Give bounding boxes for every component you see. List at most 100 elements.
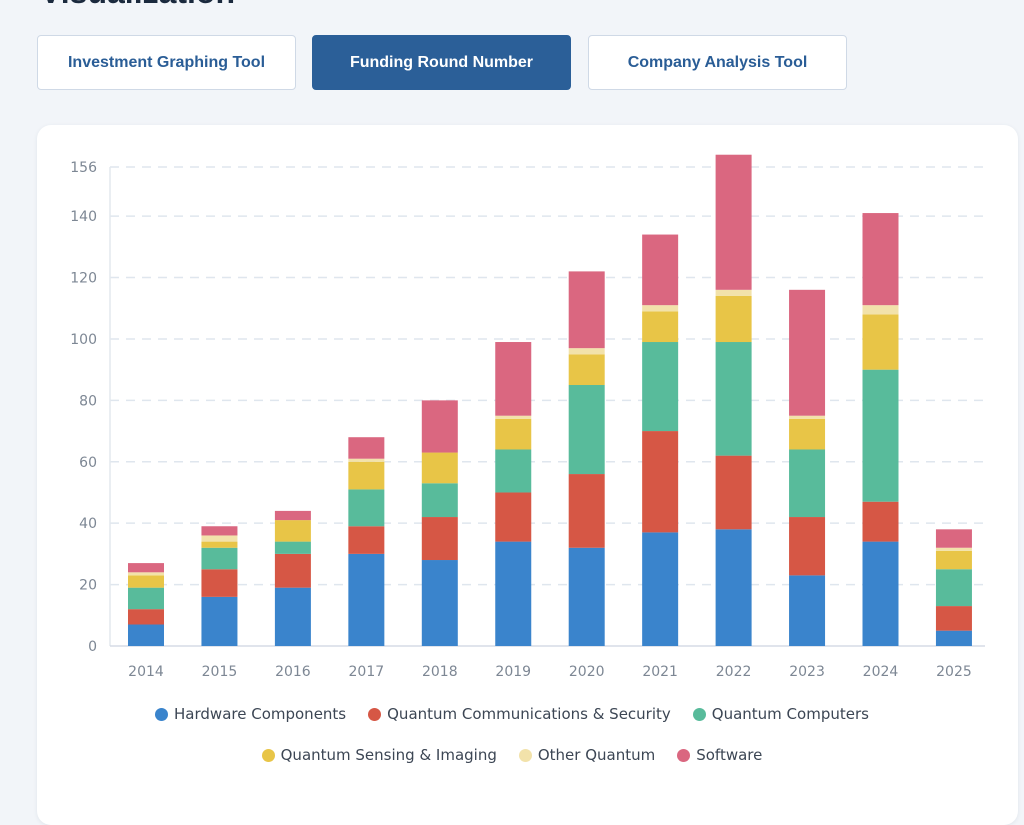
- bar-segment[interactable]: [935, 547, 972, 551]
- bar-segment[interactable]: [862, 213, 899, 306]
- bar-segment[interactable]: [568, 385, 605, 475]
- bar-segment[interactable]: [495, 418, 532, 450]
- bar-segment[interactable]: [201, 547, 238, 570]
- bar-segment[interactable]: [935, 529, 972, 548]
- bar-segment[interactable]: [568, 474, 605, 548]
- bar-segment[interactable]: [642, 532, 679, 646]
- bar-segment[interactable]: [715, 455, 752, 530]
- legend-item-hardware-components[interactable]: Hardware Components: [155, 705, 346, 723]
- bar-segment[interactable]: [348, 437, 385, 459]
- bar-segment[interactable]: [862, 541, 899, 646]
- bar-segment[interactable]: [789, 418, 826, 450]
- legend-item-quantum-communications[interactable]: Quantum Communications & Security: [368, 705, 671, 723]
- bar-segment[interactable]: [348, 461, 385, 490]
- bar-segment[interactable]: [642, 431, 679, 533]
- page-title: Visualization: [40, 0, 235, 11]
- bar-segment[interactable]: [201, 541, 238, 548]
- bar-segment[interactable]: [568, 348, 605, 355]
- y-tick-label: 120: [70, 271, 97, 287]
- bar-segment[interactable]: [862, 314, 899, 370]
- bar-segment[interactable]: [642, 311, 679, 343]
- bar-segment[interactable]: [715, 342, 752, 456]
- legend-item-other-quantum[interactable]: Other Quantum: [518, 746, 656, 764]
- legend-row-2: Quantum Sensing & Imaging Other Quantum …: [0, 746, 1024, 764]
- legend-label: Hardware Components: [174, 705, 347, 723]
- bar-segment[interactable]: [348, 526, 385, 554]
- bar-segment[interactable]: [201, 535, 238, 542]
- bar-segment[interactable]: [348, 458, 385, 462]
- y-tick-label: 0: [88, 639, 97, 655]
- legend-swatch: [261, 748, 275, 762]
- y-tick-label: 100: [70, 332, 97, 348]
- bar-segment[interactable]: [789, 289, 826, 416]
- bar-segment[interactable]: [201, 569, 238, 597]
- legend-label: Quantum Sensing & Imaging: [280, 746, 497, 764]
- bar-segment[interactable]: [715, 154, 752, 290]
- legend-item-software[interactable]: Software: [677, 746, 762, 764]
- bar-segment[interactable]: [421, 560, 458, 646]
- x-tick-label: 2020: [569, 664, 605, 680]
- x-tick-label: 2025: [936, 664, 972, 680]
- bar-segment[interactable]: [421, 517, 458, 561]
- bar-segment[interactable]: [935, 630, 972, 646]
- bar-segment[interactable]: [642, 342, 679, 432]
- legend-swatch: [518, 748, 532, 762]
- bar-segment[interactable]: [128, 624, 164, 646]
- bar-segment[interactable]: [568, 547, 605, 646]
- bar-segment[interactable]: [862, 501, 899, 542]
- bar-segment[interactable]: [274, 541, 311, 554]
- bar-segment[interactable]: [715, 295, 752, 343]
- x-tick-label: 2024: [863, 664, 899, 680]
- bar-segment[interactable]: [274, 587, 311, 646]
- bar-segment[interactable]: [642, 305, 679, 312]
- x-tick-label: 2015: [202, 664, 238, 680]
- tab-company-analysis-tool[interactable]: Company Analysis Tool: [588, 35, 847, 90]
- bar-segment[interactable]: [201, 526, 238, 536]
- x-tick-label: 2019: [495, 664, 531, 680]
- bar-segment[interactable]: [128, 563, 164, 573]
- bar-segment[interactable]: [421, 452, 458, 484]
- bar-segment[interactable]: [568, 271, 605, 349]
- bar-segment[interactable]: [421, 483, 458, 518]
- bar-segment[interactable]: [495, 541, 532, 646]
- bar-segment[interactable]: [274, 520, 311, 542]
- legend-item-quantum-computers[interactable]: Quantum Computers: [692, 705, 869, 723]
- bar-segment[interactable]: [495, 415, 532, 419]
- bar-segment[interactable]: [495, 492, 532, 542]
- bar-segment[interactable]: [201, 596, 238, 646]
- bar-segment[interactable]: [128, 575, 164, 588]
- bar-segment[interactable]: [789, 449, 826, 518]
- bar-segment[interactable]: [935, 569, 972, 607]
- bar-segment[interactable]: [935, 550, 972, 570]
- bar-segment[interactable]: [348, 489, 385, 527]
- bar-segment[interactable]: [274, 510, 311, 521]
- bar-segment[interactable]: [128, 572, 164, 576]
- tab-funding-round-number[interactable]: Funding Round Number: [312, 35, 571, 90]
- stacked-bar-chart: 0 20 40 60 80 100 120 140 156 2014 2015 2016 2017 201…: [70, 154, 985, 680]
- tab-investment-graphing-tool[interactable]: Investment Graphing Tool: [37, 35, 296, 90]
- x-tick-label: 2018: [422, 664, 458, 680]
- bar-segment[interactable]: [715, 289, 752, 296]
- bar-segment[interactable]: [862, 305, 899, 315]
- legend-item-quantum-sensing[interactable]: Quantum Sensing & Imaging: [261, 746, 497, 764]
- y-tick-label: 140: [70, 209, 97, 225]
- y-tick-label: 60: [79, 455, 97, 471]
- bar-segment[interactable]: [274, 553, 311, 588]
- bar-segment[interactable]: [568, 354, 605, 386]
- y-tick-label: 20: [79, 578, 97, 594]
- bar-segment[interactable]: [715, 529, 752, 646]
- bar-segment[interactable]: [495, 449, 532, 493]
- bar-segment[interactable]: [128, 609, 164, 625]
- x-tick-label: 2021: [642, 664, 678, 680]
- bar-segment[interactable]: [789, 575, 826, 646]
- bar-segment[interactable]: [642, 234, 679, 306]
- bar-segment[interactable]: [862, 369, 899, 502]
- bar-segment[interactable]: [789, 415, 826, 419]
- bar-segment[interactable]: [495, 342, 532, 416]
- bar-segment[interactable]: [128, 587, 164, 610]
- bar-segment[interactable]: [789, 517, 826, 576]
- legend-label: Other Quantum: [537, 746, 656, 764]
- bar-segment[interactable]: [935, 606, 972, 631]
- bar-segment[interactable]: [348, 553, 385, 646]
- bar-segment[interactable]: [421, 400, 458, 453]
